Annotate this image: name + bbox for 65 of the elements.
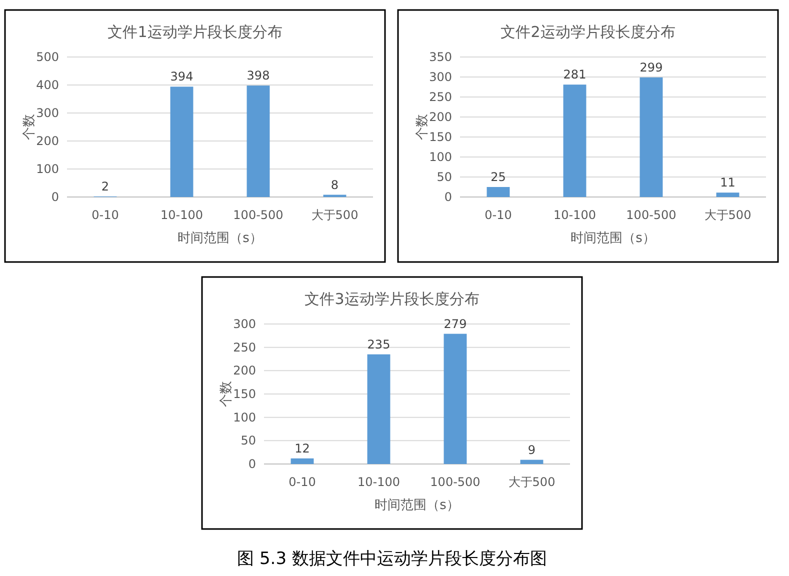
x-tick-label: 100-500: [626, 208, 676, 222]
x-tick-label: 0-10: [484, 208, 512, 222]
y-tick-label: 350: [429, 50, 452, 64]
y-tick-label: 250: [233, 340, 256, 354]
bar: [290, 458, 314, 464]
x-tick-label: 大于500: [508, 475, 556, 489]
bar: [170, 86, 194, 197]
data-label: 8: [330, 178, 339, 192]
x-tick-label: 大于500: [311, 208, 358, 222]
y-tick-label: 100: [233, 410, 256, 424]
data-label: 299: [640, 60, 663, 74]
y-axis-title: 个数: [219, 381, 234, 407]
y-tick-label: 0: [248, 457, 256, 471]
y-tick-label: 0: [444, 190, 452, 204]
x-tick-label: 0-10: [92, 208, 119, 222]
bar: [640, 77, 663, 197]
data-label: 12: [294, 441, 310, 456]
x-tick-label: 10-100: [553, 208, 596, 222]
bar: [486, 187, 510, 197]
x-axis-title: 时间范围（s）: [374, 498, 460, 513]
data-label: 2: [101, 179, 110, 194]
y-tick-label: 500: [36, 50, 59, 64]
chart-title: 文件3运动学片段长度分布: [304, 290, 480, 308]
y-tick-label: 250: [429, 90, 452, 104]
y-tick-label: 200: [429, 110, 452, 124]
y-tick-label: 400: [36, 78, 59, 92]
y-axis-title: 个数: [22, 114, 37, 140]
caption: 图 5.3 数据文件中运动学片段长度分布图: [237, 549, 547, 569]
x-tick-label: 100-500: [430, 475, 480, 489]
y-tick-label: 100: [36, 162, 59, 176]
y-tick-label: 200: [36, 134, 59, 148]
data-label: 398: [246, 68, 270, 83]
x-tick-label: 10-100: [357, 475, 400, 489]
y-tick-label: 50: [436, 170, 452, 184]
y-tick-label: 300: [233, 317, 256, 331]
y-tick-label: 50: [240, 434, 256, 448]
x-tick-label: 0-10: [288, 475, 316, 489]
y-axis-title: 个数: [415, 114, 430, 140]
data-label: 9: [528, 442, 536, 457]
x-axis-title: 时间范围（s）: [178, 231, 262, 246]
y-tick-label: 150: [429, 130, 452, 144]
x-tick-label: 大于500: [704, 208, 752, 222]
bar: [444, 334, 467, 464]
data-label: 394: [170, 70, 194, 84]
x-axis-title: 时间范围（s）: [570, 231, 656, 246]
x-tick-label: 100-500: [233, 208, 284, 222]
y-tick-label: 300: [429, 70, 452, 84]
y-tick-label: 150: [233, 387, 256, 401]
y-tick-label: 200: [233, 364, 256, 378]
x-tick-label: 10-100: [160, 208, 204, 222]
data-label: 25: [490, 170, 506, 184]
y-tick-label: 0: [51, 190, 59, 204]
bar: [520, 460, 544, 464]
chart-title: 文件2运动学片段长度分布: [500, 23, 676, 41]
bar: [716, 192, 740, 197]
bar: [367, 354, 390, 464]
y-tick-label: 100: [429, 150, 452, 164]
bar: [563, 84, 586, 197]
data-label: 11: [720, 176, 736, 190]
data-label: 279: [444, 316, 467, 331]
bar: [246, 86, 270, 197]
chart-title: 文件1运动学片段长度分布: [108, 23, 282, 41]
data-label: 235: [367, 337, 390, 352]
y-tick-label: 300: [36, 106, 59, 120]
data-label: 281: [563, 68, 586, 82]
